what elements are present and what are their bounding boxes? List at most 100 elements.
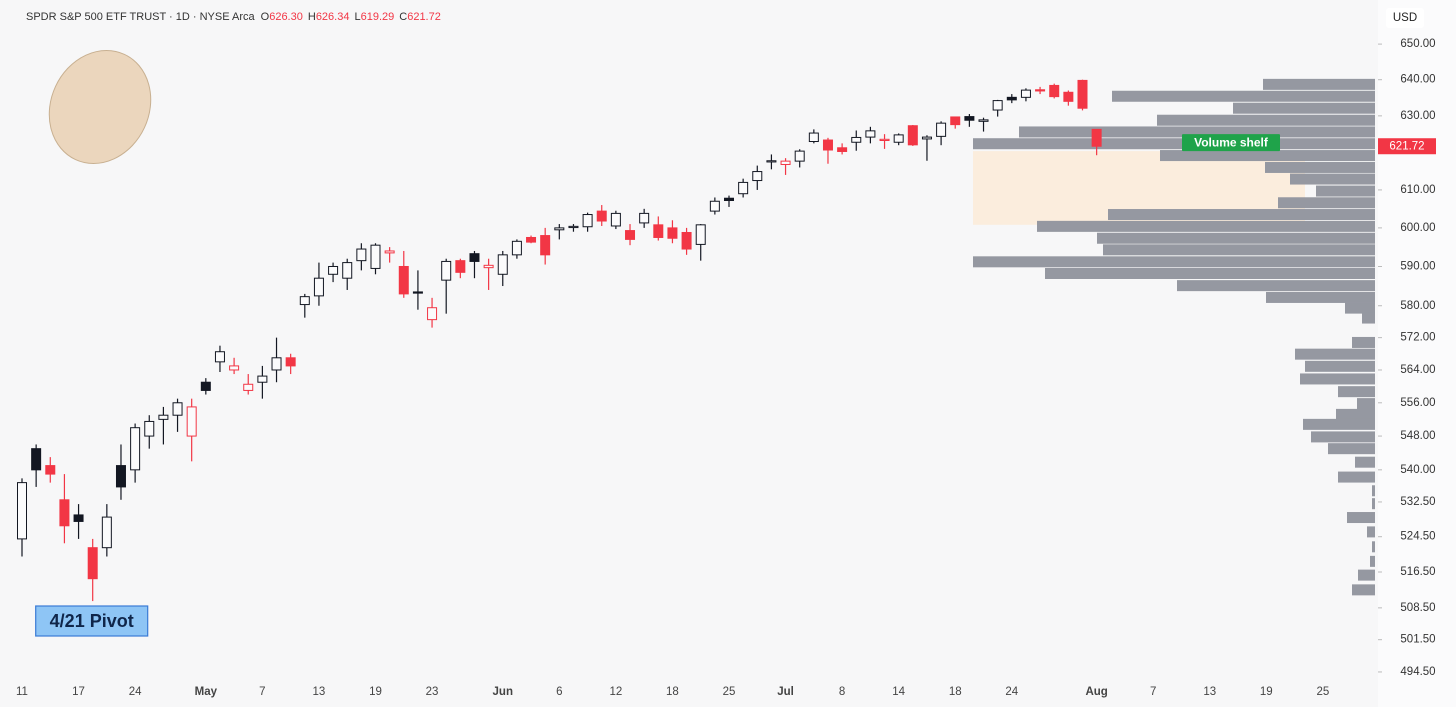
y-tick-label: 640.00 (1400, 74, 1435, 86)
y-tick-label: 508.50 (1400, 602, 1435, 614)
header: SPDR S&P 500 ETF TRUST · 1D · NYSE Arca O… (26, 11, 441, 23)
candle-body (130, 427, 141, 471)
volume-bar (973, 138, 1375, 150)
candle-body (101, 516, 112, 549)
candle-body (384, 250, 395, 254)
x-tick-label: 7 (259, 686, 265, 698)
candle-body (271, 357, 282, 371)
x-tick-label: 13 (1203, 686, 1216, 698)
candle-body (978, 119, 989, 122)
candle-body (596, 210, 607, 222)
x-tick-label: 8 (839, 686, 845, 698)
candle-body (639, 212, 650, 224)
x-tick-label: 24 (1005, 686, 1018, 698)
candle-body (370, 244, 381, 269)
candle-body (87, 547, 98, 580)
candle-body (1049, 84, 1060, 98)
candle-body (45, 465, 56, 475)
candles (17, 79, 1102, 602)
last-price-label: 621.72 (1389, 140, 1424, 152)
candle-body (1006, 96, 1017, 101)
candle-body (328, 265, 339, 275)
candle-body (964, 116, 975, 121)
currency: USD (1393, 12, 1417, 24)
volume-bar (1103, 244, 1375, 256)
y-tick-label: 556.00 (1400, 397, 1435, 409)
volume-bar (1358, 569, 1375, 581)
candle-body (568, 225, 579, 229)
candle-body (441, 260, 452, 281)
candle-body (186, 406, 197, 437)
candle-body (455, 260, 466, 273)
candle-body (412, 291, 423, 294)
shelf-label-box (1182, 134, 1280, 152)
volume-bar (1303, 418, 1375, 430)
candle-body (950, 116, 961, 126)
volume-bar (1108, 209, 1375, 221)
volume-bar (1338, 471, 1375, 483)
x-tick-label: 7 (1150, 686, 1156, 698)
volume-bar (1097, 232, 1375, 244)
price-axis-background (1378, 0, 1456, 707)
candle-body (243, 383, 254, 391)
candle-body (879, 138, 890, 142)
volume-bar (1233, 102, 1375, 114)
volume-bar (1336, 408, 1375, 420)
volume-bar (1295, 348, 1375, 360)
candle-body (554, 227, 565, 231)
candle-body (144, 420, 155, 437)
candle-body (921, 136, 932, 140)
volume-bar (1300, 373, 1375, 385)
y-tick-label: 600.00 (1400, 222, 1435, 234)
annotation: 4/21 Pivot (50, 611, 134, 631)
candle-body (794, 150, 805, 162)
candle-body (73, 514, 84, 522)
y-tick-label: 650.00 (1400, 38, 1435, 50)
y-tick-label: 524.50 (1400, 531, 1435, 543)
x-tick-label: 18 (949, 686, 962, 698)
y-tick-label: 630.00 (1400, 110, 1435, 122)
candle-body (172, 402, 183, 416)
volume-bar (1290, 173, 1375, 185)
ohlc-value: 619.29 (361, 11, 395, 23)
candle-body (398, 265, 409, 295)
volume-bar (1112, 90, 1375, 102)
volume-bar (1362, 312, 1375, 324)
candle-body (158, 414, 169, 420)
ohlc-value: 626.34 (316, 11, 350, 23)
candle-body (115, 465, 126, 488)
y-tick-label: 494.50 (1400, 666, 1435, 678)
shelf-label: Volume shelf (1194, 135, 1269, 149)
plot-background (0, 0, 1378, 707)
candle-body (1077, 79, 1088, 109)
volume-bar (1372, 485, 1375, 497)
candle-body (526, 236, 537, 243)
candle-body (497, 254, 508, 275)
candle-body (257, 375, 268, 383)
y-tick-label: 501.50 (1400, 634, 1435, 646)
y-tick-label: 548.00 (1400, 430, 1435, 442)
annotation-box (35, 605, 149, 637)
volume-bar (1347, 512, 1375, 524)
volume-bar (1037, 220, 1375, 232)
volume-bar (1266, 291, 1375, 303)
x-tick-label: 19 (1260, 686, 1273, 698)
ohlc-key: C (399, 11, 407, 23)
y-tick-label: 532.50 (1400, 496, 1435, 508)
x-tick-label: May (195, 686, 218, 698)
ohlc-key: H (308, 11, 316, 23)
candle-body (625, 230, 636, 240)
candle-body (695, 224, 706, 245)
x-tick-label: Aug (1085, 686, 1107, 698)
candle-body (653, 224, 664, 238)
candle-body (936, 122, 947, 137)
candle-body (822, 139, 833, 151)
candle-body (299, 296, 310, 306)
last-price-tag (1378, 138, 1436, 155)
y-tick-label: 572.00 (1400, 332, 1435, 344)
candle-body (31, 448, 42, 471)
candle-body (808, 132, 819, 143)
y-tick-label: 516.50 (1400, 566, 1435, 578)
volume-bar (1316, 185, 1375, 197)
volume-bar (1328, 443, 1375, 455)
